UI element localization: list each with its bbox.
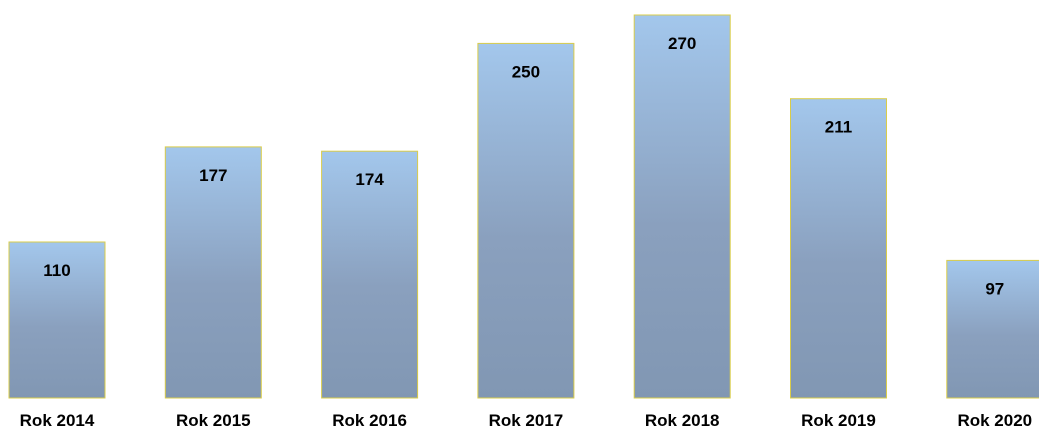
category-label: Rok 2020 <box>957 411 1032 429</box>
value-label: 250 <box>512 62 540 81</box>
value-label: 270 <box>668 34 696 53</box>
category-label: Rok 2014 <box>20 411 95 429</box>
value-label: 174 <box>355 170 384 189</box>
bar-rok-2020 <box>946 259 1039 399</box>
bars-layer <box>8 14 1039 399</box>
category-label: Rok 2016 <box>332 411 407 429</box>
bar-rok-2014 <box>8 241 106 399</box>
category-label: Rok 2015 <box>176 411 251 429</box>
bar-rok-2015 <box>164 146 262 399</box>
bar-rok-2017 <box>477 42 575 399</box>
category-label: Rok 2018 <box>645 411 720 429</box>
value-label: 211 <box>825 118 852 137</box>
value-label: 97 <box>985 279 1004 298</box>
bar-rok-2016 <box>321 150 419 399</box>
bar-rok-2019 <box>790 98 887 399</box>
category-labels-layer: Rok 2014 Rok 2015 Rok 2016 Rok 2017 Rok 2018… <box>20 411 1032 429</box>
value-label: 110 <box>43 261 70 280</box>
value-label: 177 <box>199 166 227 185</box>
category-label: Rok 2019 <box>801 411 876 429</box>
value-labels-layer: 110 177 174 250 270 211 97 <box>43 34 1004 298</box>
bar-rok-2018 <box>633 14 731 399</box>
category-label: Rok 2017 <box>489 411 564 429</box>
